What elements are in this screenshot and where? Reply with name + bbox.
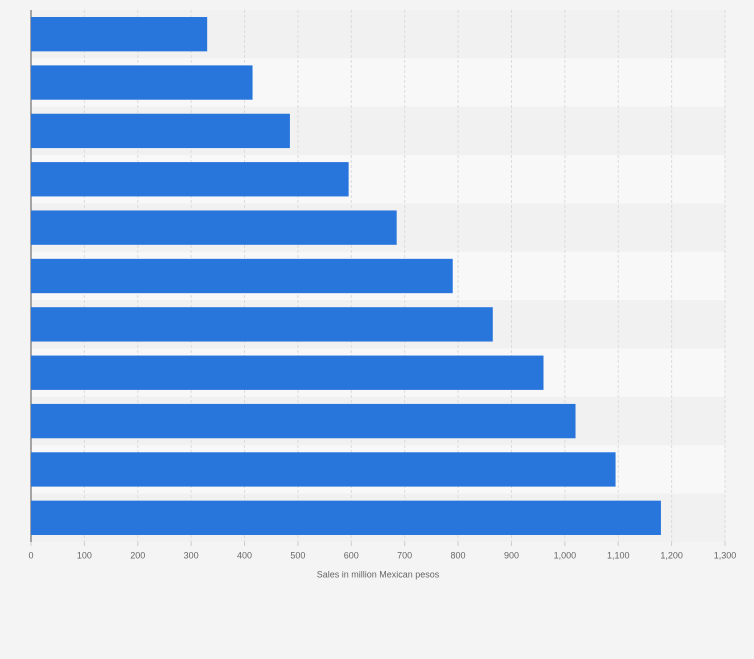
- bar: [31, 258, 453, 294]
- x-axis-title: Sales in million Mexican pesos: [317, 569, 440, 579]
- x-tick-label: 300: [184, 550, 199, 560]
- bar: [31, 500, 661, 535]
- x-tick-label: 500: [290, 550, 305, 560]
- x-tick-label: 1,300: [714, 550, 737, 560]
- x-tick-label: 1,200: [660, 550, 683, 560]
- bar: [31, 307, 493, 342]
- bar: [31, 452, 616, 487]
- bar: [31, 65, 253, 100]
- x-tick-label: 1,100: [607, 550, 630, 560]
- bar: [31, 355, 544, 390]
- x-tick-label: 0: [28, 550, 33, 560]
- bar: [31, 403, 576, 439]
- x-tick-label: 600: [344, 550, 359, 560]
- x-tick-label: 900: [504, 550, 519, 560]
- bar: [31, 162, 349, 197]
- x-tick-label: 1,000: [554, 550, 577, 560]
- x-tick-label: 400: [237, 550, 252, 560]
- x-tick-label: 700: [397, 550, 412, 560]
- bar: [31, 113, 290, 149]
- x-tick-label: 800: [451, 550, 466, 560]
- x-tick-label: 200: [130, 550, 145, 560]
- bar: [31, 17, 208, 52]
- bar: [31, 210, 397, 245]
- x-tick-label: 100: [77, 550, 92, 560]
